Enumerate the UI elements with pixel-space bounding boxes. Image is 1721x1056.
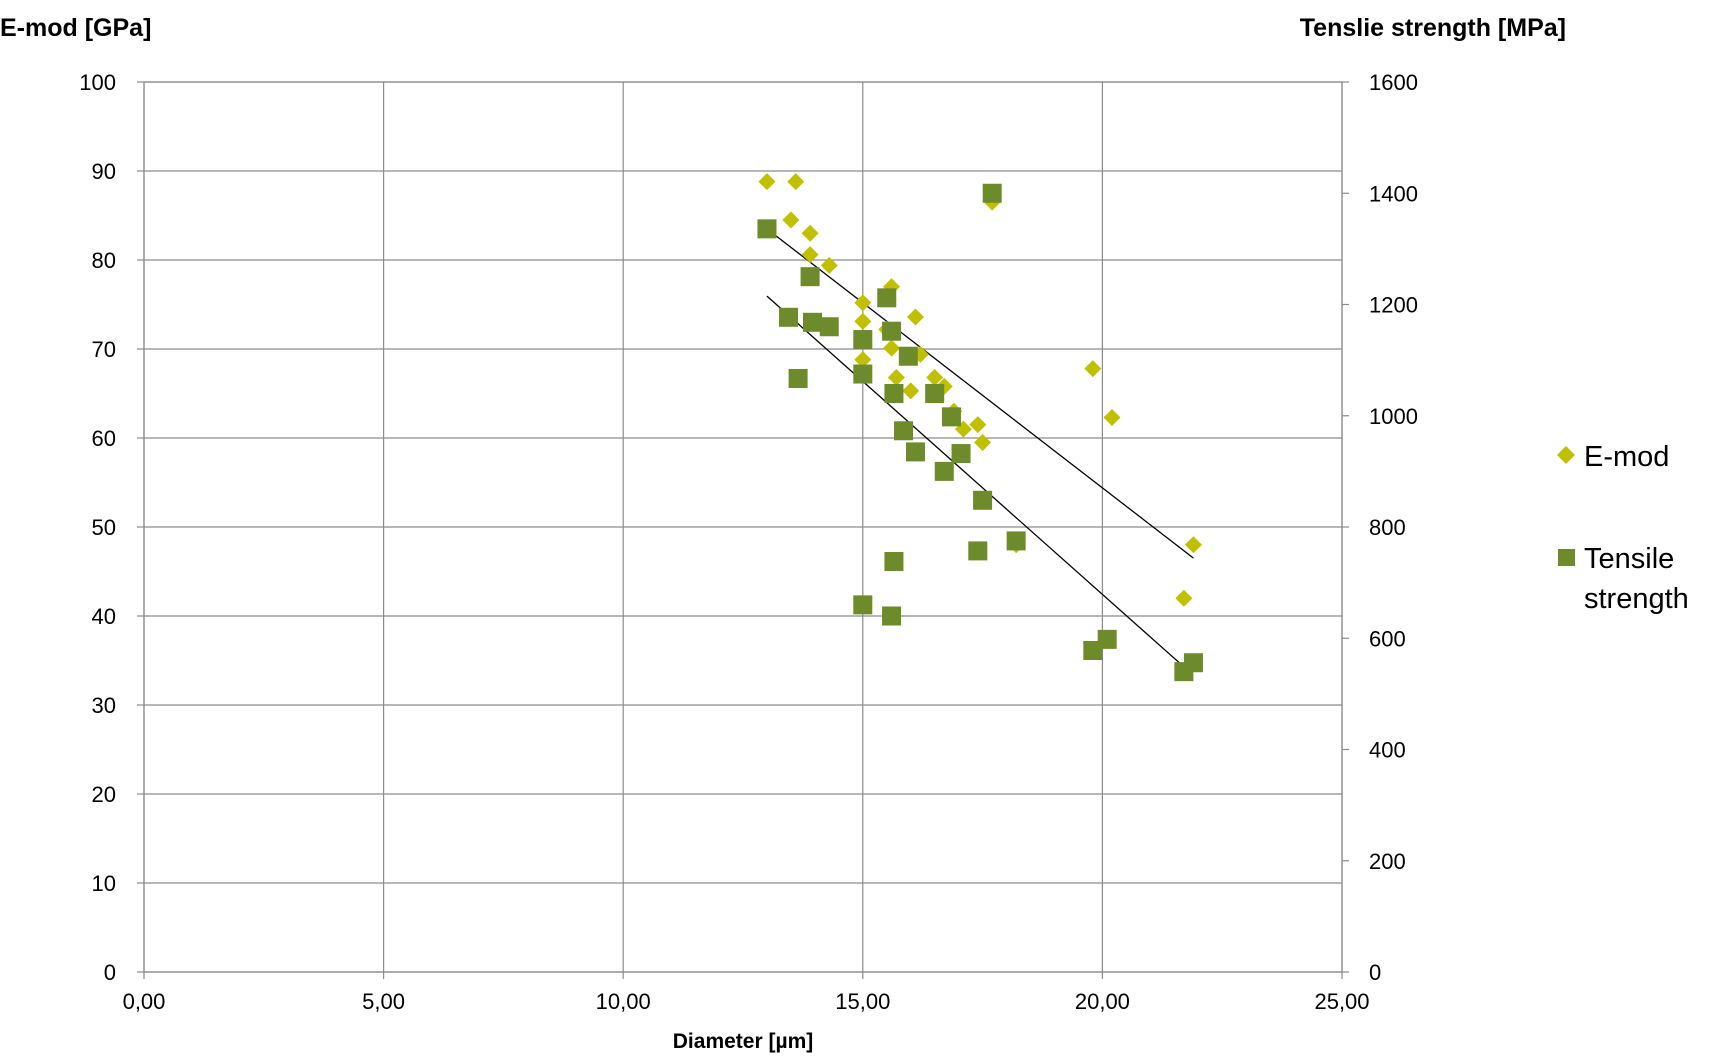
trendlines (766, 228, 1194, 672)
point-tensile-strength (941, 407, 961, 427)
point-e-mod (787, 173, 805, 191)
y-axis-right-title: Tenslie strength [MPa] (1300, 14, 1566, 42)
point-e-mod (887, 368, 905, 386)
y-axis-left-ticks: 0 10 20 30 40 50 60 70 80 90 100 (79, 70, 144, 985)
y-left-tick-label: 60 (92, 426, 116, 451)
point-tensile-strength (982, 183, 1002, 203)
point-e-mod (854, 351, 872, 369)
point-tensile-strength (1083, 640, 1103, 660)
point-tensile-strength (1183, 653, 1203, 673)
point-e-mod (1175, 589, 1193, 607)
point-tensile-strength (819, 317, 839, 337)
trendline-e-mod (766, 228, 1194, 559)
y-left-tick-label: 50 (92, 515, 116, 540)
point-tensile-strength (882, 606, 902, 626)
y-right-tick-label: 0 (1369, 960, 1381, 985)
y-axis-left-title: E-mod [GPa] (0, 14, 151, 42)
point-tensile-strength (884, 551, 904, 571)
point-e-mod (883, 339, 901, 357)
point-tensile-strength (802, 312, 822, 332)
point-e-mod (1184, 536, 1202, 554)
legend: E-mod Tensile strength (1557, 441, 1689, 615)
x-axis-title: Diameter [µm] (673, 1030, 813, 1053)
x-tick-label: 25,00 (1314, 989, 1369, 1014)
legend-emod-label: E-mod (1584, 441, 1669, 473)
point-tensile-strength (1097, 629, 1117, 649)
point-e-mod (902, 382, 920, 400)
point-tensile-strength (884, 384, 904, 403)
x-tick-label: 5,00 (362, 989, 405, 1014)
y-left-tick-label: 40 (92, 604, 116, 629)
point-e-mod (758, 173, 776, 191)
y-left-tick-label: 0 (104, 960, 116, 985)
point-e-mod (782, 211, 800, 229)
y-left-tick-label: 20 (92, 782, 116, 807)
point-tensile-strength (853, 364, 873, 384)
y-left-tick-label: 80 (92, 248, 116, 273)
point-tensile-strength (788, 368, 808, 388)
y-right-tick-label: 200 (1369, 849, 1406, 874)
y-right-tick-label: 1400 (1369, 181, 1418, 206)
y-axis-right-ticks: 0 200 400 600 800 1000 1200 1400 1600 (1342, 70, 1418, 985)
point-tensile-strength (973, 490, 993, 510)
point-tensile-strength (853, 330, 873, 350)
x-tick-label: 15,00 (835, 989, 890, 1014)
point-tensile-strength (800, 267, 820, 287)
y-right-tick-label: 1600 (1369, 70, 1418, 95)
point-e-mod (907, 308, 925, 326)
point-tensile-strength (925, 384, 945, 403)
point-e-mod (1084, 360, 1102, 378)
legend-emod-marker (1557, 446, 1575, 464)
point-e-mod (926, 368, 944, 386)
point-tensile-strength (757, 219, 777, 239)
y-right-tick-label: 800 (1369, 515, 1406, 540)
x-axis-ticks: 0,00 5,00 10,00 15,00 20,00 25,00 (123, 972, 1370, 1014)
y-right-tick-label: 600 (1369, 626, 1406, 651)
point-e-mod (854, 312, 872, 330)
y-left-tick-label: 10 (92, 871, 116, 896)
point-tensile-strength (906, 442, 926, 462)
point-e-mod (969, 416, 987, 434)
legend-tensile-label-line2: strength (1584, 583, 1689, 615)
point-tensile-strength (894, 421, 914, 441)
y-left-tick-label: 70 (92, 337, 116, 362)
point-tensile-strength (968, 541, 988, 561)
y-left-tick-label: 90 (92, 159, 116, 184)
point-e-mod (854, 294, 872, 312)
point-tensile-strength (779, 307, 799, 327)
point-e-mod (801, 246, 819, 264)
data-points (757, 173, 1203, 682)
y-right-tick-label: 1000 (1369, 404, 1418, 429)
point-tensile-strength (898, 346, 918, 366)
point-e-mod (1103, 409, 1121, 427)
point-e-mod (974, 433, 992, 451)
x-tick-label: 20,00 (1075, 989, 1130, 1014)
point-tensile-strength (853, 595, 873, 615)
y-right-tick-label: 1200 (1369, 293, 1418, 318)
point-e-mod (801, 224, 819, 242)
point-tensile-strength (951, 444, 971, 464)
x-tick-label: 0,00 (123, 989, 166, 1014)
legend-tensile-label-line1: Tensile (1584, 543, 1674, 575)
y-left-tick-label: 100 (79, 70, 116, 95)
point-tensile-strength (1006, 531, 1026, 551)
x-tick-label: 10,00 (596, 989, 651, 1014)
legend-tensile-marker (1558, 549, 1575, 566)
point-e-mod (820, 256, 838, 274)
gridlines (143, 81, 1343, 973)
point-tensile-strength (882, 321, 902, 341)
point-tensile-strength (877, 288, 897, 308)
trendline-tensile-strength (766, 295, 1190, 672)
y-left-tick-label: 30 (92, 693, 116, 718)
point-tensile-strength (934, 461, 954, 481)
y-right-tick-label: 400 (1369, 738, 1406, 763)
